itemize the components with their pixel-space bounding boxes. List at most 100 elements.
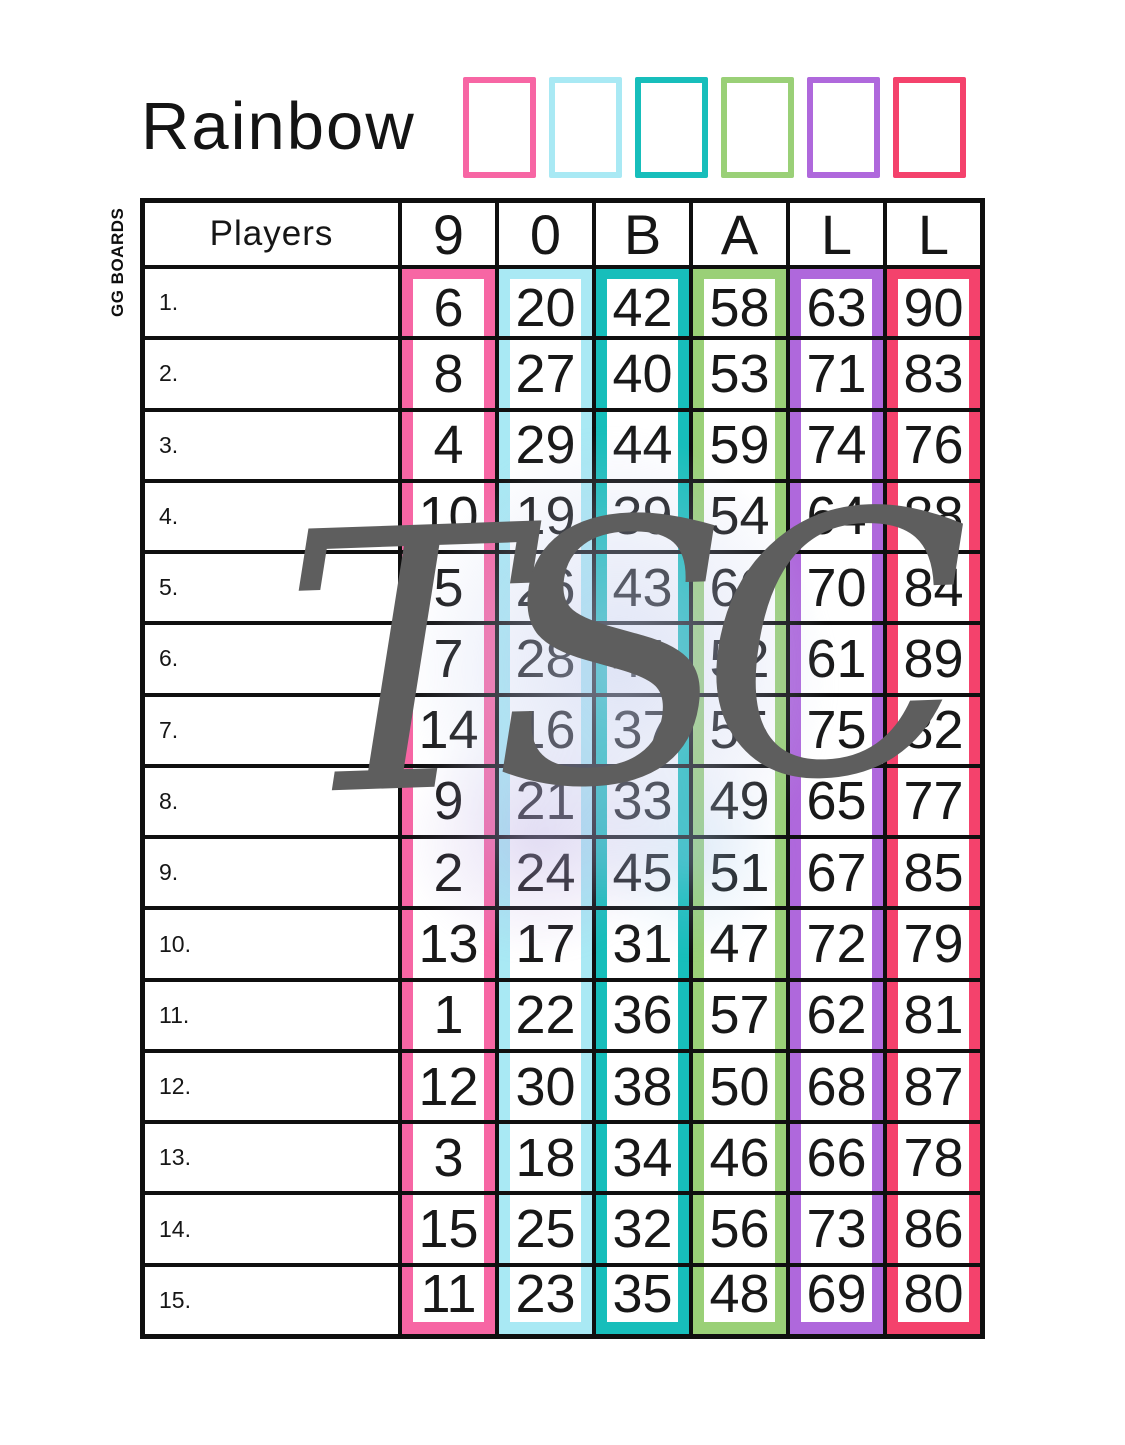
bingo-cell-frame: 77 — [887, 767, 980, 836]
bingo-cell: 58 — [693, 269, 786, 337]
bingo-cell: 74 — [790, 411, 883, 479]
bingo-cell: 73 — [790, 1195, 883, 1263]
bingo-number: 27 — [515, 343, 576, 404]
bingo-number: 51 — [709, 842, 770, 903]
bingo-cell: 29 — [499, 411, 592, 479]
bingo-cell-frame: 35 — [596, 1266, 689, 1334]
bingo-cell: 57 — [693, 981, 786, 1049]
bingo-cell: 5 — [402, 554, 495, 622]
bingo-cell-frame: 16 — [499, 696, 592, 764]
bingo-number: 60 — [709, 557, 770, 618]
bingo-cell-frame: 12 — [402, 1052, 495, 1121]
player-row: 14. — [145, 1195, 398, 1263]
bingo-cell: 39 — [596, 482, 689, 551]
player-row: 7. — [145, 696, 398, 764]
bingo-cell: 13 — [402, 910, 495, 978]
bingo-cell-frame: 20 — [499, 269, 592, 338]
bingo-number: 46 — [709, 1127, 770, 1188]
player-row-number: 11. — [159, 1001, 190, 1028]
bingo-number: 32 — [612, 1199, 673, 1260]
bingo-cell: 40 — [596, 340, 689, 408]
bingo-cell: 46 — [693, 1124, 786, 1192]
bingo-cell: 59 — [693, 411, 786, 479]
bingo-number: 82 — [903, 700, 964, 761]
bingo-cell-frame: 73 — [790, 1195, 883, 1263]
bingo-number: 52 — [709, 628, 770, 689]
board-table: Players 9 0 B A L L 1. 6 20 42 58 63 90 2. 8 27 40… — [140, 198, 985, 1339]
red-swatch — [893, 77, 966, 178]
bingo-cell: 6 — [402, 269, 495, 337]
bingo-cell-frame: 82 — [887, 696, 980, 764]
green-swatch — [721, 77, 794, 178]
player-row: 6. — [145, 625, 398, 693]
bingo-number: 53 — [709, 343, 770, 404]
bingo-cell-frame: 83 — [887, 340, 980, 408]
bingo-cell-frame: 4 — [402, 411, 495, 479]
bingo-number: 21 — [515, 771, 576, 832]
bingo-cell: 77 — [887, 767, 980, 836]
bingo-cell-frame: 58 — [693, 269, 786, 337]
bingo-number: 43 — [612, 557, 673, 618]
bingo-cell-frame: 6 — [402, 269, 495, 337]
bingo-number: 71 — [806, 343, 867, 404]
player-row: 3. — [145, 411, 398, 479]
bingo-cell: 9 — [402, 767, 495, 836]
side-brand-label: GG BOARDS — [108, 207, 127, 317]
bingo-cell: 52 — [693, 625, 786, 693]
bingo-number: 67 — [806, 842, 867, 903]
bingo-number: 7 — [433, 628, 464, 689]
bingo-cell: 32 — [596, 1195, 689, 1263]
bingo-cell-frame: 28 — [499, 625, 592, 693]
bingo-number: 56 — [709, 1199, 770, 1260]
bingo-number: 61 — [806, 628, 867, 689]
bingo-cell-frame: 15 — [402, 1195, 495, 1263]
bingo-cell: 18 — [499, 1124, 592, 1192]
bingo-cell: 54 — [693, 482, 786, 551]
bingo-cell-frame: 34 — [596, 1124, 689, 1192]
bingo-number: 37 — [612, 700, 673, 761]
bingo-cell: 75 — [790, 696, 883, 764]
bingo-number: 12 — [418, 1056, 479, 1117]
bingo-number: 33 — [612, 771, 673, 832]
bingo-cell: 35 — [596, 1266, 689, 1334]
player-row-number: 4. — [159, 502, 179, 529]
bingo-number: 44 — [612, 415, 673, 476]
bingo-cell: 76 — [887, 411, 980, 479]
bingo-number: 20 — [515, 277, 576, 338]
bingo-cell-frame: 22 — [499, 981, 592, 1049]
bingo-number: 45 — [612, 842, 673, 903]
player-row: 9. — [145, 839, 398, 907]
bingo-number: 55 — [709, 700, 770, 761]
bingo-cell-frame: 46 — [693, 1124, 786, 1192]
player-row-number: 9. — [159, 859, 179, 886]
bingo-cell: 63 — [790, 269, 883, 338]
bingo-cell: 86 — [887, 1195, 980, 1263]
bingo-number: 70 — [806, 557, 867, 618]
bingo-cell-frame: 54 — [693, 482, 786, 551]
bingo-cell-frame: 37 — [596, 696, 689, 764]
bingo-number: 78 — [903, 1127, 964, 1188]
player-row: 2. — [145, 340, 398, 408]
bingo-number: 5 — [433, 557, 464, 618]
bingo-cell: 42 — [596, 269, 689, 337]
bingo-number: 48 — [709, 1264, 770, 1325]
bingo-number: 63 — [806, 277, 867, 338]
bingo-cell: 25 — [499, 1195, 592, 1263]
bingo-number: 40 — [612, 343, 673, 404]
bingo-cell-frame: 52 — [693, 625, 786, 693]
bingo-cell: 30 — [499, 1052, 592, 1121]
bingo-cell: 55 — [693, 696, 786, 764]
bingo-cell: 62 — [790, 981, 883, 1049]
player-row: 11. — [145, 981, 398, 1049]
bingo-cell: 16 — [499, 696, 592, 764]
bingo-cell-frame: 36 — [596, 981, 689, 1049]
bingo-cell: 67 — [790, 839, 883, 907]
bingo-cell: 21 — [499, 767, 592, 836]
bingo-cell-frame: 40 — [596, 340, 689, 408]
bingo-number: 57 — [709, 985, 770, 1046]
bingo-number: 73 — [806, 1199, 867, 1260]
bingo-cell-frame: 68 — [790, 1052, 883, 1121]
bingo-cell-frame: 7 — [402, 625, 495, 693]
bingo-cell: 28 — [499, 625, 592, 693]
pink-swatch — [463, 77, 536, 178]
